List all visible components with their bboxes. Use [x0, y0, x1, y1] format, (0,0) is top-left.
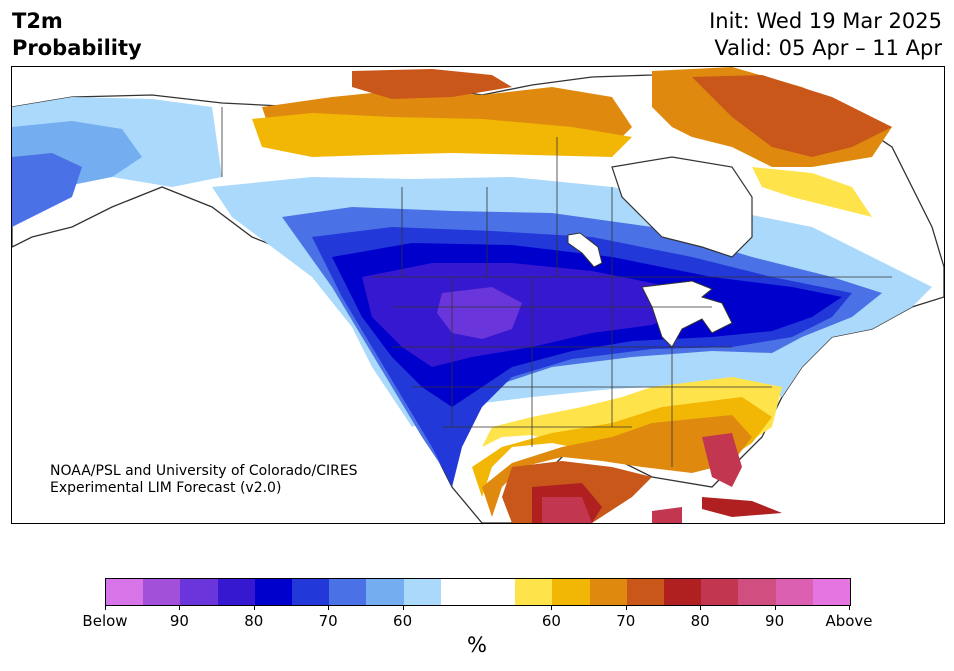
colorbar-swatch [515, 579, 553, 605]
colorbar-tick-mark [700, 605, 702, 610]
below-alaska-blue [12, 153, 82, 227]
title-line-1: T2m [12, 9, 63, 33]
colorbar-tick-label: 80 [244, 612, 264, 630]
colorbar-swatch [738, 579, 776, 605]
colorbar-tick-mark [774, 605, 776, 610]
colorbar-swatch [552, 579, 590, 605]
colorbar-tick-label: 70 [616, 612, 636, 630]
colorbar-tick-mark [179, 605, 181, 610]
credit-line-2: Experimental LIM Forecast (v2.0) [50, 480, 282, 496]
colorbar-swatch [775, 579, 813, 605]
colorbar-swatch [701, 579, 739, 605]
colorbar [105, 578, 851, 606]
colorbar-swatch [143, 579, 181, 605]
colorbar-tick-mark [105, 605, 106, 610]
colorbar-swatch [812, 579, 851, 605]
colorbar-swatch [626, 579, 665, 605]
colorbar-swatch [366, 579, 404, 605]
credit-text: NOAA/PSL and University of Colorado/CIRE… [50, 463, 358, 497]
above-greenland-darkorange [692, 75, 892, 157]
colorbar-tick-mark [625, 605, 627, 610]
colorbar-tick-mark [551, 605, 553, 610]
above-southeast-orange [482, 415, 752, 517]
colorbar-tick-label: 90 [765, 612, 785, 630]
colorbar-swatch [292, 579, 330, 605]
colorbar-swatch [440, 579, 479, 605]
colorbar-tick-mark [849, 605, 850, 610]
above-central-america-crimson [652, 507, 682, 523]
init-date: Init: Wed 19 Mar 2025 [709, 9, 942, 33]
above-archipelago-yellow [252, 113, 632, 157]
colorbar-swatch [106, 579, 144, 605]
credit-line-1: NOAA/PSL and University of Colorado/CIRE… [50, 463, 358, 479]
above-mexico-crimson [542, 497, 592, 523]
colorbar-tick-label: 80 [690, 612, 710, 630]
forecast-dates: Init: Wed 19 Mar 2025 Valid: 05 Apr – 11… [709, 8, 942, 62]
map-canvas [12, 67, 944, 523]
political-borders [221, 107, 892, 467]
valid-date: Valid: 05 Apr – 11 Apr [714, 36, 942, 60]
colorbar-swatch [664, 579, 702, 605]
colorbar-swatch [589, 579, 627, 605]
title-line-2: Probability [12, 36, 142, 60]
colorbar-tick-mark [402, 605, 404, 610]
colorbar-tick-label: 70 [318, 612, 338, 630]
colorbar-swatch [254, 579, 293, 605]
above-archipelago-darkorange [352, 69, 512, 99]
colorbar-swatch [478, 579, 516, 605]
colorbar-tick-label: Above [825, 612, 873, 630]
colorbar-swatch [217, 579, 255, 605]
colorbar-tick-mark [328, 605, 330, 610]
colorbar-swatch [403, 579, 441, 605]
great-lakes [641, 280, 733, 348]
colorbar-tick-label: 60 [393, 612, 413, 630]
above-cuba-red [702, 497, 782, 517]
map-title: T2m Probability [12, 8, 142, 62]
below-core-violet [437, 287, 522, 339]
colorbar-tick-label: 90 [169, 612, 189, 630]
colorbar-unit: % [467, 633, 487, 657]
colorbar-tick-label: Below [82, 612, 128, 630]
colorbar-swatch [329, 579, 367, 605]
colorbar-swatch [180, 579, 218, 605]
colorbar-tick-mark [253, 605, 255, 610]
hudson-bay [611, 156, 753, 258]
colorbar-tick-label: 60 [541, 612, 561, 630]
probability-map: NOAA/PSL and University of Colorado/CIRE… [11, 66, 945, 524]
below-core-purple [362, 263, 692, 367]
above-florida-crimson [702, 433, 742, 487]
above-labrador-yellow [752, 167, 872, 217]
lake-winnipeg [567, 232, 603, 268]
